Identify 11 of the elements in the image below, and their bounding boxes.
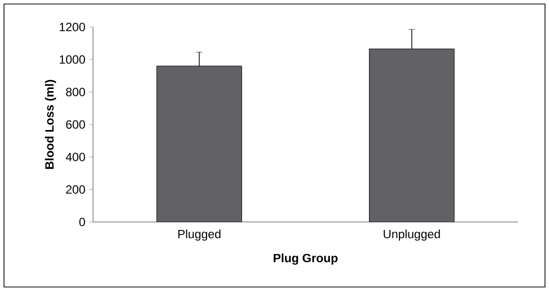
x-tick-label: Unplugged [384, 230, 440, 241]
y-tick-label: 200 [66, 185, 86, 194]
y-tick-label: 0 [79, 218, 86, 226]
x-axis-title: Plug Group [274, 254, 338, 265]
y-tick-label: 400 [66, 152, 86, 162]
y-tick-label: 1200 [60, 22, 86, 32]
y-axis-title: Blood Loss (ml) [44, 80, 56, 169]
y-tick-label: 600 [66, 120, 86, 129]
x-tick-label: Plugged [178, 230, 220, 241]
y-tick-label: 800 [66, 88, 86, 96]
y-tick-label: 1000 [60, 55, 86, 64]
